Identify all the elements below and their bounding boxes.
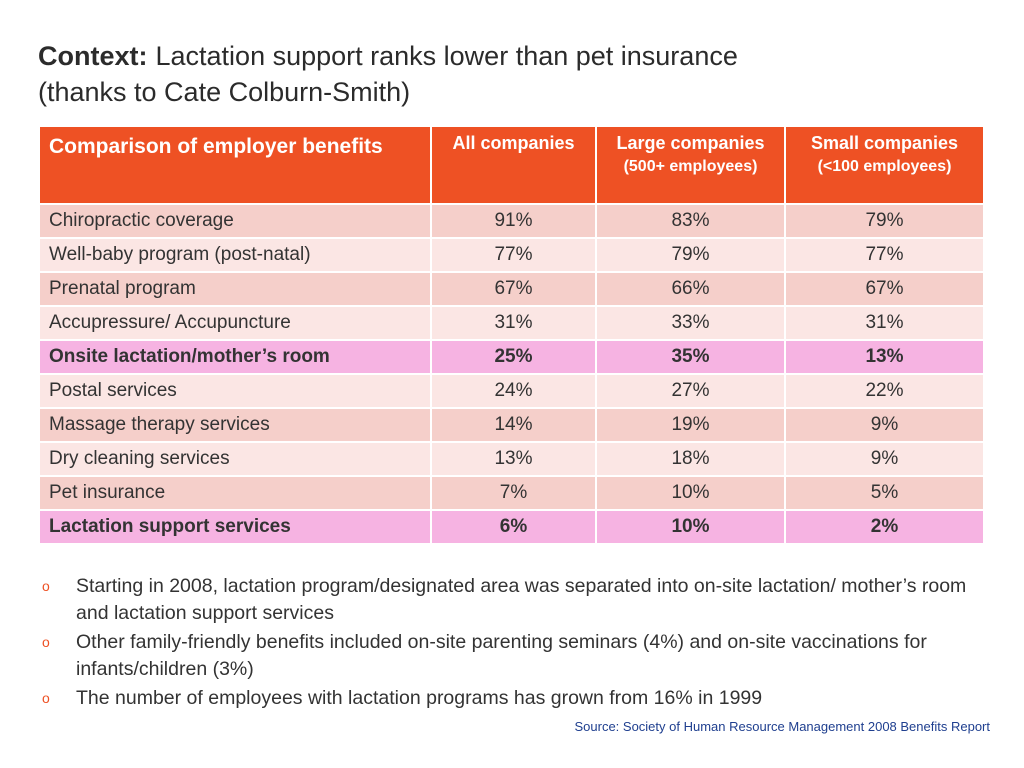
bullet-item: o The number of employees with lactation …: [42, 685, 992, 712]
all-companies-cell: 7%: [430, 475, 597, 511]
benefit-cell: Lactation support services: [38, 509, 432, 545]
small-companies-cell: 9%: [784, 407, 985, 443]
table-row: Massage therapy services 14% 19% 9%: [38, 407, 985, 443]
header-small-label: Small companies: [810, 133, 959, 153]
table-row: Pet insurance 7% 10% 5%: [38, 475, 985, 511]
all-companies-cell: 6%: [430, 509, 597, 545]
large-companies-cell: 79%: [595, 237, 786, 273]
small-companies-cell: 9%: [784, 441, 985, 477]
large-companies-cell: 19%: [595, 407, 786, 443]
benefit-cell: Massage therapy services: [38, 407, 432, 443]
benefit-cell: Dry cleaning services: [38, 441, 432, 477]
small-companies-cell: 5%: [784, 475, 985, 511]
table-row-highlighted: Onsite lactation/mother’s room 25% 35% 13%: [38, 339, 985, 375]
header-small-companies: Small companies (<100 employees): [784, 125, 985, 205]
benefit-cell: Pet insurance: [38, 475, 432, 511]
benefit-cell: Prenatal program: [38, 271, 432, 307]
bullet-list: o Starting in 2008, lactation program/des…: [42, 573, 992, 714]
table-row: Prenatal program 67% 66% 67%: [38, 271, 985, 307]
all-companies-cell: 77%: [430, 237, 597, 273]
small-companies-cell: 79%: [784, 203, 985, 239]
small-companies-cell: 77%: [784, 237, 985, 273]
bullet-text: The number of employees with lactation p…: [76, 687, 763, 709]
all-companies-cell: 31%: [430, 305, 597, 341]
large-companies-cell: 35%: [595, 339, 786, 375]
all-companies-cell: 91%: [430, 203, 597, 239]
header-benefit: Comparison of employer benefits: [38, 125, 432, 205]
table-row: Dry cleaning services 13% 18% 9%: [38, 441, 985, 477]
bullet-text: Starting in 2008, lactation program/desi…: [76, 575, 967, 624]
bullet-item: o Other family-friendly benefits included…: [42, 629, 992, 683]
header-large-companies: Large companies (500+ employees): [595, 125, 786, 205]
benefit-cell: Chiropractic coverage: [38, 203, 432, 239]
header-all-label: All companies: [452, 133, 575, 153]
all-companies-cell: 25%: [430, 339, 597, 375]
header-all-companies: All companies: [430, 125, 597, 205]
all-companies-cell: 67%: [430, 271, 597, 307]
large-companies-cell: 33%: [595, 305, 786, 341]
header-large-sub: (500+ employees): [623, 158, 758, 175]
table-row: Postal services 24% 27% 22%: [38, 373, 985, 409]
large-companies-cell: 27%: [595, 373, 786, 409]
title-lead: Context:: [38, 41, 148, 71]
table-header-row: Comparison of employer benefits All comp…: [38, 125, 985, 205]
bullet-text: Other family-friendly benefits included …: [76, 631, 927, 680]
benefit-cell: Well-baby program (post-natal): [38, 237, 432, 273]
all-companies-cell: 14%: [430, 407, 597, 443]
slide-title: Context: Lactation support ranks lower th…: [38, 38, 998, 110]
benefits-table: Comparison of employer benefits All comp…: [38, 125, 985, 545]
large-companies-cell: 83%: [595, 203, 786, 239]
all-companies-cell: 13%: [430, 441, 597, 477]
benefit-cell: Onsite lactation/mother’s room: [38, 339, 432, 375]
small-companies-cell: 67%: [784, 271, 985, 307]
table-row: Chiropractic coverage 91% 83% 79%: [38, 203, 985, 239]
source-note: Source: Society of Human Resource Manage…: [574, 719, 990, 734]
benefit-cell: Postal services: [38, 373, 432, 409]
small-companies-cell: 22%: [784, 373, 985, 409]
bullet-item: o Starting in 2008, lactation program/des…: [42, 573, 992, 627]
large-companies-cell: 10%: [595, 475, 786, 511]
table-row: Accupressure/ Accupuncture 31% 33% 31%: [38, 305, 985, 341]
table-row: Well-baby program (post-natal) 77% 79% 77%: [38, 237, 985, 273]
bullet-marker-icon: o: [42, 634, 50, 650]
small-companies-cell: 2%: [784, 509, 985, 545]
large-companies-cell: 66%: [595, 271, 786, 307]
table-row-highlighted: Lactation support services 6% 10% 2%: [38, 509, 985, 545]
title-text: Lactation support ranks lower than pet i…: [155, 41, 738, 71]
bullet-marker-icon: o: [42, 578, 50, 594]
header-small-sub: (<100 employees): [817, 158, 952, 175]
bullet-marker-icon: o: [42, 690, 50, 706]
large-companies-cell: 18%: [595, 441, 786, 477]
small-companies-cell: 13%: [784, 339, 985, 375]
benefit-cell: Accupressure/ Accupuncture: [38, 305, 432, 341]
all-companies-cell: 24%: [430, 373, 597, 409]
small-companies-cell: 31%: [784, 305, 985, 341]
large-companies-cell: 10%: [595, 509, 786, 545]
title-credit: (thanks to Cate Colburn-Smith): [38, 77, 411, 107]
header-large-label: Large companies: [616, 133, 765, 153]
